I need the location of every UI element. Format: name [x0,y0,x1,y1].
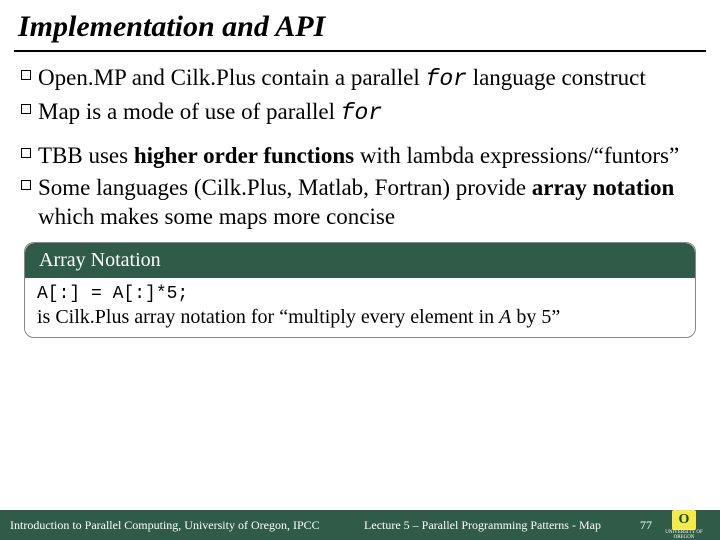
callout-box: Array Notation A[:] = A[:]*5; is Cilk.Pl… [24,242,696,338]
bullet-marker-icon [14,142,38,158]
bullet-gap [14,132,706,138]
page-number: 77 [640,518,652,533]
uo-logo-sub: UNIVERSITY OF OREGON [658,530,710,540]
bullet-marker-icon [14,174,38,190]
callout-caption: is Cilk.Plus array notation for “multipl… [37,306,560,328]
bullet-code: for [426,66,467,92]
bullet-item: Open.MP and Cilk.Plus contain a parallel… [14,64,706,94]
footer-bar: Introduction to Parallel Computing, Univ… [0,510,720,540]
callout-caption-em: A [499,306,511,328]
title-underline [14,50,706,52]
bullet-marker-icon [14,64,38,80]
bullet-pre: Map is a mode of use of parallel [38,99,341,124]
uo-logo: O UNIVERSITY OF OREGON [658,510,710,540]
callout-caption-pre: is Cilk.Plus array notation for “multipl… [37,306,499,328]
callout-code: A[:] = A[:]*5; [37,284,683,304]
footer-left: Introduction to Parallel Computing, Univ… [10,518,325,533]
bullet-text: Open.MP and Cilk.Plus contain a parallel… [38,64,706,94]
bullet-text: Some languages (Cilk.Plus, Matlab, Fortr… [38,174,706,232]
slide-title: Implementation and API [0,0,720,48]
footer-right: 77 O UNIVERSITY OF OREGON [640,510,710,540]
bullet-post: with lambda expressions/“funtors” [354,143,679,168]
callout-body: A[:] = A[:]*5; is Cilk.Plus array notati… [25,278,695,337]
bullet-post: which makes some maps more concise [38,204,395,229]
bullet-item: Map is a mode of use of parallel for [14,98,706,128]
bullet-pre: Open.MP and Cilk.Plus contain a parallel [38,65,426,90]
bullet-item: TBB uses higher order functions with lam… [14,142,706,171]
bullet-list: Open.MP and Cilk.Plus contain a parallel… [14,64,706,232]
footer-center: Lecture 5 – Parallel Programming Pattern… [325,518,640,533]
bullet-pre: TBB uses [38,143,134,168]
bullet-text: Map is a mode of use of parallel for [38,98,706,128]
bullet-code: for [341,100,382,126]
bullet-bold: array notation [532,175,674,200]
bullet-text: TBB uses higher order functions with lam… [38,142,706,171]
slide: Implementation and API Open.MP and Cilk.… [0,0,720,540]
bullet-pre: Some languages (Cilk.Plus, Matlab, Fortr… [38,175,532,200]
bullet-bold: higher order functions [134,143,354,168]
uo-logo-icon: O [672,510,696,530]
callout-header: Array Notation [25,243,695,278]
callout-caption-post: by 5” [511,306,560,328]
bullet-post: language construct [467,65,646,90]
bullet-item: Some languages (Cilk.Plus, Matlab, Fortr… [14,174,706,232]
bullet-marker-icon [14,98,38,114]
slide-body: Open.MP and Cilk.Plus contain a parallel… [0,58,720,540]
